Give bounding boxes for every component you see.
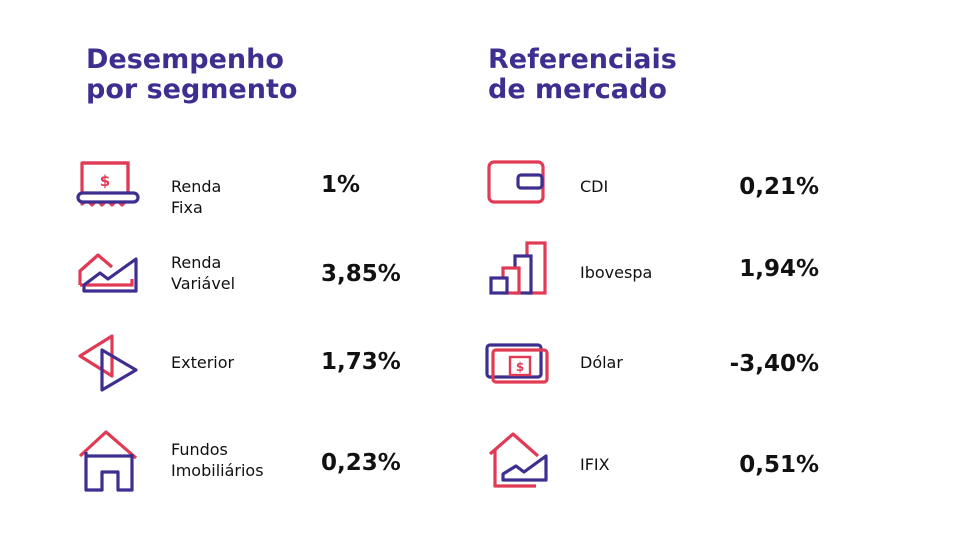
- segment-label: Fundos Imobiliários: [171, 440, 264, 480]
- segment-label: Renda Fixa: [171, 177, 222, 217]
- segment-label: Exterior: [171, 353, 235, 372]
- market-heading: Referenciais de mercado: [488, 45, 677, 105]
- market-heading-line-1: Referenciais: [488, 44, 677, 75]
- play-arrows-icon: [78, 334, 138, 392]
- segments-heading-line-2: por segmento: [86, 74, 298, 105]
- segment-value: 1%: [321, 172, 361, 198]
- svg-text:$: $: [100, 172, 110, 190]
- segments-heading: Desempenho por segmento: [86, 45, 297, 105]
- market-label: IFIX: [580, 455, 610, 474]
- svg-text:$: $: [516, 360, 524, 374]
- segment-value: 1,73%: [321, 349, 401, 375]
- house-icon: [78, 430, 138, 492]
- market-heading-line-2: de mercado: [488, 74, 667, 105]
- market-value: -3,40%: [729, 351, 819, 377]
- segment-value: 0,23%: [321, 450, 401, 476]
- mountain-chart-icon: [78, 253, 138, 293]
- banknote-icon: $: [485, 343, 549, 384]
- segment-value: 3,85%: [321, 261, 401, 287]
- market-label: Dólar: [580, 353, 623, 372]
- bar-chart-icon: [489, 241, 547, 295]
- market-label: Ibovespa: [580, 263, 653, 282]
- market-value: 0,51%: [739, 452, 819, 478]
- wallet-icon: [487, 160, 545, 204]
- market-value: 0,21%: [739, 174, 819, 200]
- house-chart-icon: [488, 432, 548, 488]
- segments-heading-line-1: Desempenho: [86, 44, 284, 75]
- market-label: CDI: [580, 177, 609, 196]
- market-value: 1,94%: [739, 256, 819, 282]
- receipt-dollar-icon: $: [76, 161, 140, 207]
- segment-label: Renda Variável: [171, 253, 236, 293]
